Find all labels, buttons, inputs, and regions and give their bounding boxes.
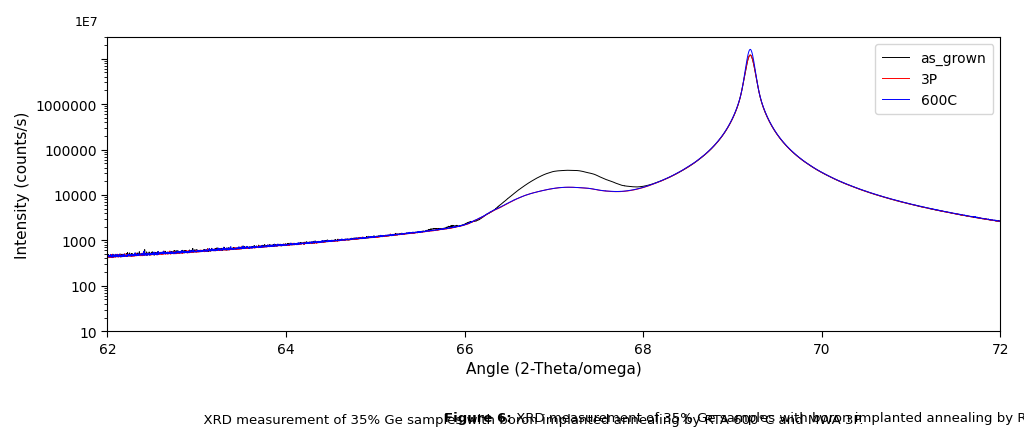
600C xyxy=(105,255,118,260)
600C xyxy=(682,165,694,170)
as_grown xyxy=(637,184,649,190)
X-axis label: Angle (2-Theta/omega): Angle (2-Theta/omega) xyxy=(466,361,642,376)
600C xyxy=(442,226,455,231)
3P xyxy=(768,128,780,133)
as_grown xyxy=(442,224,455,229)
as_grown xyxy=(103,255,116,260)
3P xyxy=(101,253,114,258)
Line: 3P: 3P xyxy=(108,56,1000,258)
as_grown xyxy=(101,254,114,259)
3P xyxy=(263,244,275,249)
600C xyxy=(994,219,1007,224)
600C xyxy=(637,185,649,190)
3P xyxy=(637,186,649,191)
3P xyxy=(442,226,455,231)
Text: Figure 6:: Figure 6: xyxy=(444,411,512,424)
Line: 600C: 600C xyxy=(108,50,1000,258)
as_grown xyxy=(768,128,780,133)
Y-axis label: Intensity (counts/s): Intensity (counts/s) xyxy=(15,111,30,258)
as_grown xyxy=(682,165,694,170)
600C xyxy=(744,48,757,53)
600C xyxy=(101,255,114,260)
Line: as_grown: as_grown xyxy=(108,56,1000,258)
Text: XRD measurement of 35% Ge samples with boron implanted annealing by RTA 600°C an: XRD measurement of 35% Ge samples with b… xyxy=(512,411,1024,424)
3P xyxy=(994,219,1007,224)
Legend: as_grown, 3P, 600C: as_grown, 3P, 600C xyxy=(874,45,993,114)
Text: 1E7: 1E7 xyxy=(75,16,98,29)
as_grown xyxy=(836,180,848,185)
3P xyxy=(744,53,757,58)
600C xyxy=(263,244,275,249)
as_grown xyxy=(994,219,1007,224)
3P xyxy=(106,255,119,261)
3P xyxy=(836,180,848,185)
3P xyxy=(682,165,694,170)
600C xyxy=(836,180,848,185)
600C xyxy=(768,127,780,132)
as_grown xyxy=(744,53,757,58)
as_grown xyxy=(263,243,275,248)
Text: XRD measurement of 35% Ge samples with boron implanted annealing by RTA 600°C an: XRD measurement of 35% Ge samples with b… xyxy=(161,413,863,426)
